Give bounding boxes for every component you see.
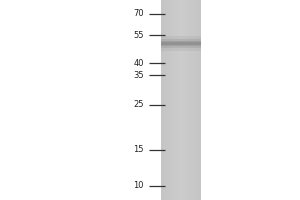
Text: 10: 10 [134, 181, 144, 190]
Bar [183, 0, 184, 200]
Bar [186, 0, 187, 200]
Text: 40: 40 [134, 59, 144, 68]
Bar [160, 39, 201, 48]
Bar [162, 0, 163, 200]
Bar [190, 0, 191, 200]
Bar [169, 0, 170, 200]
Bar [170, 0, 171, 200]
Bar [179, 0, 180, 200]
Bar [178, 0, 179, 200]
Bar [195, 0, 196, 200]
Bar [168, 0, 169, 200]
Bar [200, 0, 201, 200]
Text: 70: 70 [134, 9, 144, 18]
Bar [161, 0, 162, 200]
Bar [160, 36, 201, 51]
Bar [193, 0, 194, 200]
Bar [194, 0, 195, 200]
Bar [187, 0, 188, 200]
Bar [180, 0, 181, 200]
Bar [173, 0, 174, 200]
Bar [201, 0, 300, 200]
Text: 15: 15 [134, 145, 144, 154]
Bar [174, 0, 175, 200]
Bar [172, 0, 173, 200]
Bar [198, 0, 199, 200]
Bar [175, 0, 176, 200]
Bar [176, 0, 177, 200]
Bar [167, 0, 168, 200]
Bar [182, 0, 183, 200]
Bar [160, 42, 201, 45]
Bar [189, 0, 190, 200]
Text: 35: 35 [134, 71, 144, 80]
Bar [197, 0, 198, 200]
Bar [184, 0, 185, 200]
Bar [163, 0, 164, 200]
Bar [199, 0, 200, 200]
Bar [185, 0, 186, 200]
Bar [181, 0, 182, 200]
Bar [196, 0, 197, 200]
Bar [160, 0, 161, 200]
Text: 55: 55 [134, 31, 144, 40]
Text: 25: 25 [134, 100, 144, 109]
Bar [165, 0, 166, 200]
Bar [177, 0, 178, 200]
Bar [171, 0, 172, 200]
Bar [160, 41, 201, 46]
Bar [164, 0, 165, 200]
Bar [192, 0, 193, 200]
Bar [188, 0, 189, 200]
